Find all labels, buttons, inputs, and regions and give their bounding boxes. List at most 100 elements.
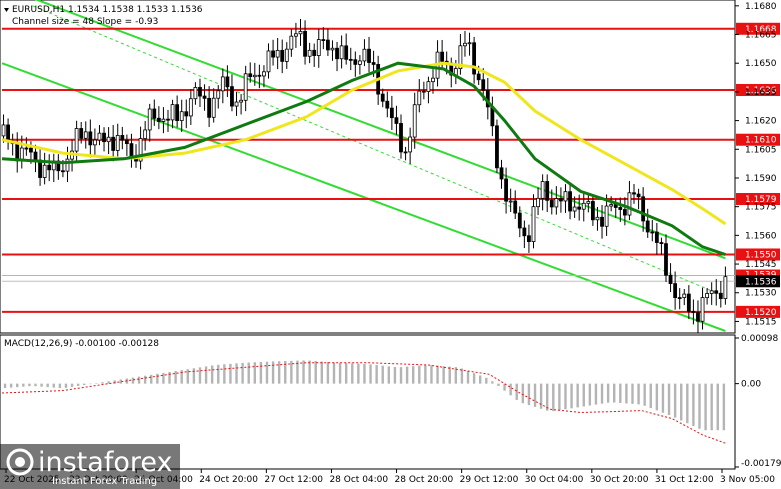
macd-bar [223,364,226,384]
price-tick-label: 1.1545 [745,260,777,270]
macd-bar [637,383,640,405]
candle-body [686,293,691,312]
candle-body [79,128,84,139]
price-tick-label: 1.1560 [745,231,777,241]
macd-bar [533,383,537,407]
macd-bar [393,367,397,384]
candle-body [654,231,659,243]
candle-body [298,31,303,35]
macd-bar [436,365,439,384]
macd-bar [247,362,250,384]
candle-body [152,108,157,119]
macd-bar [101,382,104,384]
candle-body [536,197,540,208]
candle-body [481,79,486,91]
candle-body [307,49,312,57]
macd-bar [448,366,451,384]
macd-bar [722,383,726,431]
time-tick-label: 3 Nov 05:00 [720,475,775,485]
macd-bar [40,383,43,387]
candle-body [234,101,239,107]
macd-bar [168,371,171,384]
macd-bar [180,370,183,384]
candle-body [723,276,728,299]
macd-bar [454,367,458,384]
macd-bar [442,366,445,384]
price-panel: 1.16681.16361.16101.15791.15501.15201.15… [0,0,780,334]
macd-bar [716,383,719,431]
candle-body [595,216,600,221]
level-label: 1.1610 [745,136,777,146]
macd-bar [485,377,488,384]
macd-bar [198,367,202,384]
price-tick-label: 1.1680 [745,2,777,12]
candle-body [522,227,527,237]
current-price-label: 1.1536 [745,277,777,287]
macd-bar [137,376,141,384]
candle-body [472,42,477,75]
candle-body [339,45,344,60]
candle-body [220,76,225,92]
macd-bar [344,363,348,384]
candle-body [412,104,417,138]
macd-bar [661,383,665,413]
macd-bar [296,360,299,384]
candle-body [467,42,472,45]
macd-bar [271,361,275,384]
candle-body [88,131,93,146]
candle-body [362,48,367,62]
candle-body [650,231,655,234]
time-tick-label: 27 Oct 12:00 [264,475,323,485]
macd-bar [710,383,713,431]
macd-signal-line [1,362,726,444]
macd-bar [357,363,360,384]
macd-bar [162,372,165,384]
candle-body [129,143,134,157]
time-tick-label: 31 Oct 12:00 [655,475,714,485]
candle-body [641,196,646,222]
candle-body [627,192,632,216]
macd-bar [58,383,62,389]
price-tick-label: 1.1530 [745,289,777,299]
candle-body [179,111,184,121]
macd-bar [210,365,214,384]
macd-bar [143,375,147,384]
candle-body [115,135,120,151]
candle-body [257,74,262,77]
macd-bar [314,361,317,384]
candle-body [216,90,221,99]
macd-bar [89,383,92,385]
macd-bar [131,377,135,384]
macd-bar [680,383,683,421]
price-tick-label: 1.1635 [745,88,777,98]
candle-body [353,59,358,65]
candle-body [147,108,152,131]
macd-tick-label: -0.00179 [741,459,781,469]
candle-body [225,76,230,88]
candle-body [577,206,582,210]
macd-bar [83,383,86,386]
macd-bar [698,383,701,429]
level-label: 1.1520 [745,308,777,318]
level-label: 1.1668 [745,25,777,35]
macd-bar [332,362,336,384]
time-tick-label: 28 Oct 04:00 [329,475,388,485]
candle-body [330,47,335,51]
macd-bar [411,366,415,384]
candle-body [677,297,682,299]
candle-body [622,209,627,216]
macd-bar [16,383,19,388]
candle-body [513,200,518,214]
price-tick-label: 1.1620 [745,117,777,127]
candle-body [664,243,668,276]
macd-bar [52,383,55,388]
price-axis: 1.1680 1.1665 1.1650 1.1635 1.1620 1.1605 1.15… [735,2,777,327]
macd-bar [558,383,561,411]
candle-body [275,50,280,58]
candle-body [29,147,33,153]
time-tick-label: 30 Oct 20:00 [590,475,649,485]
candle-body [545,181,550,201]
macd-bar [466,370,470,384]
candle-body [65,158,70,172]
macd-bar [418,365,421,384]
